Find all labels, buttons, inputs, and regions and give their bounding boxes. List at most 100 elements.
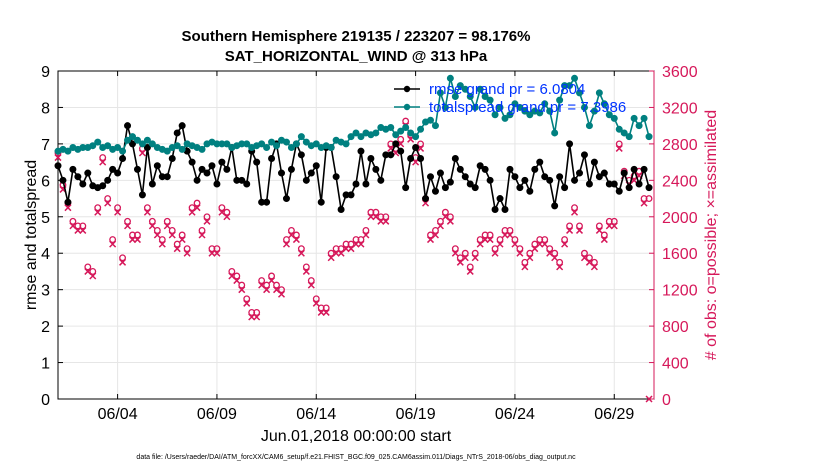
- spread-point: [585, 122, 593, 130]
- obs-possible-point: [337, 245, 345, 253]
- rmse-point: [143, 144, 151, 152]
- spread-point: [441, 103, 449, 111]
- rmse-point: [392, 140, 400, 148]
- spread-point: [615, 125, 623, 133]
- obs-assimilated-point: [307, 281, 315, 289]
- obs-possible-point: [283, 236, 290, 244]
- rmse-point: [417, 154, 425, 162]
- obs-assimilated-point: [397, 140, 405, 148]
- rmse-point: [104, 176, 112, 184]
- spread-point: [292, 140, 300, 148]
- spread-point: [546, 107, 554, 115]
- rmse-point: [496, 195, 504, 203]
- spread-point: [431, 122, 439, 130]
- rmse-point: [531, 165, 539, 173]
- obs-possible-point: [307, 277, 315, 285]
- rmse-point: [461, 173, 469, 181]
- obs-possible-point: [506, 226, 514, 234]
- obs-possible-point: [521, 258, 529, 266]
- obs-possible-point: [372, 208, 380, 216]
- obs-possible-point: [600, 231, 608, 239]
- data-file-footer: data file: /Users/raeder/DAI/ATM_forcXX/…: [136, 454, 576, 461]
- rmse-point: [357, 147, 365, 155]
- spread-point: [506, 111, 514, 119]
- obs-possible-point: [243, 295, 251, 303]
- rmse-point: [69, 165, 77, 173]
- rmse-point: [119, 154, 127, 162]
- spread-point: [273, 142, 281, 150]
- obs-possible-point: [119, 254, 127, 262]
- legend-label-1: totalspread grand pr = 7.3986: [429, 99, 626, 116]
- rmse-point: [571, 176, 579, 184]
- rmse-point: [352, 180, 360, 188]
- rmse-point: [436, 169, 444, 177]
- spread-point: [645, 133, 653, 141]
- rmse-point: [307, 169, 315, 177]
- obs-possible-point: [94, 204, 102, 212]
- obs-assimilated-point: [119, 258, 127, 266]
- obs-assimilated-point: [89, 272, 97, 280]
- spread-point: [143, 136, 151, 144]
- obs-assimilated-point: [471, 254, 479, 262]
- x-axis-label: Jun.01,2018 00:00:00 start: [261, 428, 452, 445]
- obs-assimilated-point: [133, 236, 141, 244]
- rmse-point: [526, 187, 534, 195]
- x-axis-ticks: 06/04 06/09 06/14 06/19 06/24 06/29: [98, 71, 634, 423]
- y-right-tick-label: 2000: [662, 210, 698, 227]
- rmse-point: [268, 154, 276, 162]
- y-right-tick-label: 400: [662, 356, 689, 373]
- y-right-tick-label: 1600: [662, 246, 698, 263]
- rmse-point: [431, 187, 439, 195]
- spread-point: [625, 133, 633, 141]
- obs-possible-point: [99, 154, 107, 162]
- spread-point: [223, 140, 231, 148]
- rmse-point: [124, 122, 132, 130]
- grid-lines: [58, 71, 654, 399]
- obs-assimilated-point: [491, 249, 499, 257]
- obs-possible-point: [446, 213, 454, 221]
- obs-possible-point: [213, 245, 221, 253]
- obs-possible-point: [84, 263, 92, 271]
- obs-assimilated-point: [600, 236, 608, 244]
- obs-possible-point: [397, 135, 405, 143]
- y-right-tick-label: 800: [662, 319, 689, 336]
- obs-possible-point: [198, 226, 206, 234]
- obs-possible-point: [193, 199, 201, 207]
- y-left-tick-label: 8: [41, 100, 50, 117]
- rmse-point: [501, 205, 509, 213]
- spread-point: [576, 89, 583, 97]
- obs-possible-point: [566, 222, 574, 230]
- obs-assimilated-point: [173, 245, 181, 253]
- x-tick-label: 06/09: [197, 406, 237, 423]
- obs-possible-point: [79, 222, 87, 230]
- obs-assimilated-point: [575, 226, 584, 234]
- spread-point: [133, 136, 141, 144]
- x-tick-label: 06/04: [98, 406, 138, 423]
- series-layer: [54, 74, 653, 213]
- obs-possible-point: [273, 281, 280, 289]
- rmse-point: [441, 184, 449, 192]
- y-left-tick-label: 9: [41, 64, 50, 81]
- obs-possible-point: [218, 204, 226, 212]
- obs-possible-point: [183, 245, 191, 253]
- spread-point: [282, 138, 290, 146]
- rmse-point: [253, 158, 261, 166]
- rmse-point: [407, 154, 415, 162]
- obs-possible-point: [233, 272, 241, 280]
- spread-point: [481, 93, 489, 101]
- obs-possible-point: [263, 281, 271, 289]
- y-axis-left-ticks: 0 1 2 3 4 5 6 7 8 9: [41, 64, 63, 409]
- obs-possible-point: [312, 295, 320, 303]
- rmse-point: [213, 180, 221, 188]
- rmse-point: [546, 176, 554, 184]
- rmse-point: [163, 173, 171, 181]
- obs-possible-point: [153, 226, 161, 234]
- legend-marker-0: [403, 85, 411, 93]
- obs-assimilated-point: [282, 240, 290, 248]
- obs-assimilated-point: [297, 249, 305, 257]
- obs-assimilated-point: [615, 144, 623, 152]
- rmse-point: [74, 173, 82, 181]
- rmse-point: [312, 162, 320, 170]
- rmse-point: [223, 165, 231, 173]
